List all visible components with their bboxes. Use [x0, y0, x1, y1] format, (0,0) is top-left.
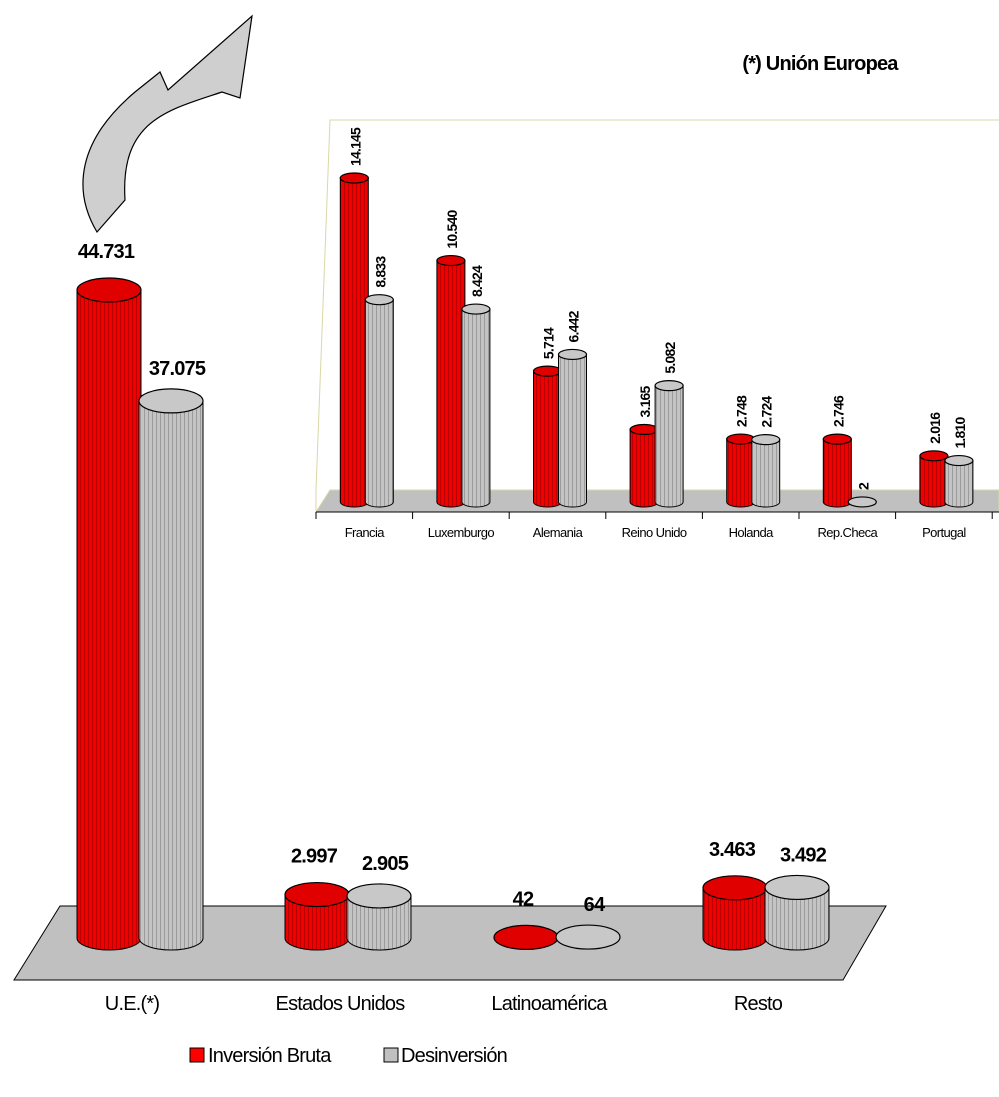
main-bar-inversion-1	[284, 881, 350, 951]
main-chart-marks	[76, 277, 830, 951]
legend: Inversión Bruta Desinversión	[189, 1045, 508, 1067]
inset-bar-inversion-6	[919, 450, 949, 508]
inset-axis-ticks	[315, 512, 993, 519]
main-chart-labels: 44.731 37.075 U.E.(*) 2.997 2.905 Estados Uni…	[78, 241, 828, 1015]
inset-category-label-4: Holanda	[729, 525, 775, 540]
legend-label-inversion: Inversión Bruta	[208, 1045, 332, 1067]
main-bar-desinversion-0	[138, 388, 204, 951]
inset-bar-desinversion-5	[847, 496, 877, 508]
inset-category-label-6: Portugal	[922, 525, 966, 540]
inset-data-label-desinversion-1: 8.424	[469, 265, 485, 297]
inset-data-label-desinversion-4: 2.724	[759, 396, 775, 428]
main-chart-floor	[13, 905, 887, 981]
main-data-label-inversion-3: 3.463	[709, 839, 756, 861]
main-data-label-desinversion-3: 3.492	[780, 844, 827, 866]
inset-bar-inversion-3	[629, 423, 659, 508]
inset-bar-inversion-1	[436, 254, 466, 508]
inset-data-label-inversion-0: 14.145	[347, 127, 363, 166]
main-data-label-desinversion-1: 2.905	[362, 853, 409, 875]
legend-label-desinversion: Desinversión	[401, 1045, 507, 1067]
main-bar-desinversion-2	[555, 924, 621, 950]
main-data-label-desinversion-0: 37.075	[149, 358, 206, 380]
inset-chart-labels: 14.145 8.833 Francia 10.540 8.424 Luxemburgo 5…	[345, 127, 968, 540]
inset-data-label-desinversion-2: 6.442	[566, 310, 582, 342]
inset-bar-desinversion-3	[654, 379, 684, 508]
inset-bar-desinversion-1	[461, 303, 491, 508]
inset-data-label-inversion-2: 5.714	[541, 327, 557, 359]
inset-bar-inversion-0	[339, 172, 369, 508]
main-category-label-3: Resto	[734, 993, 783, 1015]
inset-category-label-0: Francia	[345, 525, 386, 540]
inset-data-label-desinversion-5: 2	[855, 482, 871, 490]
inset-data-label-inversion-1: 10.540	[444, 210, 460, 249]
inset-data-label-inversion-6: 2.016	[927, 412, 943, 444]
legend-swatch-desinversion	[383, 1047, 399, 1063]
inset-category-label-1: Luxemburgo	[428, 525, 495, 540]
main-bar-inversion-2	[493, 924, 559, 950]
main-category-label-1: Estados Unidos	[276, 993, 406, 1015]
inset-category-label-5: Rep.Checa	[817, 525, 878, 540]
inset-category-label-3: Reino Unido	[622, 525, 687, 540]
main-bar-desinversion-3	[764, 874, 830, 951]
inset-category-label-2: Alemania	[533, 525, 584, 540]
main-category-label-2: Latinoamérica	[491, 993, 608, 1015]
inset-data-label-inversion-5: 2.746	[830, 395, 846, 427]
curved-arrow-icon	[82, 14, 253, 234]
main-data-label-inversion-0: 44.731	[78, 241, 135, 263]
legend-swatch-inversion	[189, 1047, 205, 1063]
main-bar-inversion-0	[76, 277, 142, 951]
inset-data-label-inversion-3: 3.165	[637, 385, 653, 417]
inset-bar-inversion-4	[726, 433, 756, 508]
inset-bar-desinversion-4	[751, 434, 781, 508]
inset-bar-inversion-5	[822, 433, 852, 508]
main-category-label-0: U.E.(*)	[105, 993, 160, 1015]
inset-title: (*) Unión Europea	[742, 53, 899, 75]
main-bar-inversion-3	[702, 875, 768, 951]
inset-bar-inversion-2	[532, 365, 563, 508]
main-data-label-inversion-1: 2.997	[291, 846, 338, 868]
main-data-label-desinversion-2: 64	[584, 894, 606, 916]
inset-chart-marks	[339, 172, 974, 508]
inset-bar-desinversion-0	[364, 294, 394, 508]
main-bar-desinversion-1	[346, 883, 412, 951]
main-data-label-inversion-2: 42	[513, 888, 534, 910]
inset-data-label-desinversion-6: 1.810	[952, 416, 968, 448]
inset-data-label-desinversion-0: 8.833	[372, 256, 388, 288]
inset-data-label-inversion-4: 2.748	[734, 395, 750, 427]
inset-bar-desinversion-6	[944, 454, 974, 508]
inset-back-wall	[315, 119, 999, 491]
inset-bar-desinversion-2	[557, 348, 588, 508]
inset-chart: 14.145 8.833 Francia 10.540 8.424 Luxemburgo 5…	[315, 53, 999, 540]
inset-data-label-desinversion-3: 5.082	[662, 342, 678, 374]
